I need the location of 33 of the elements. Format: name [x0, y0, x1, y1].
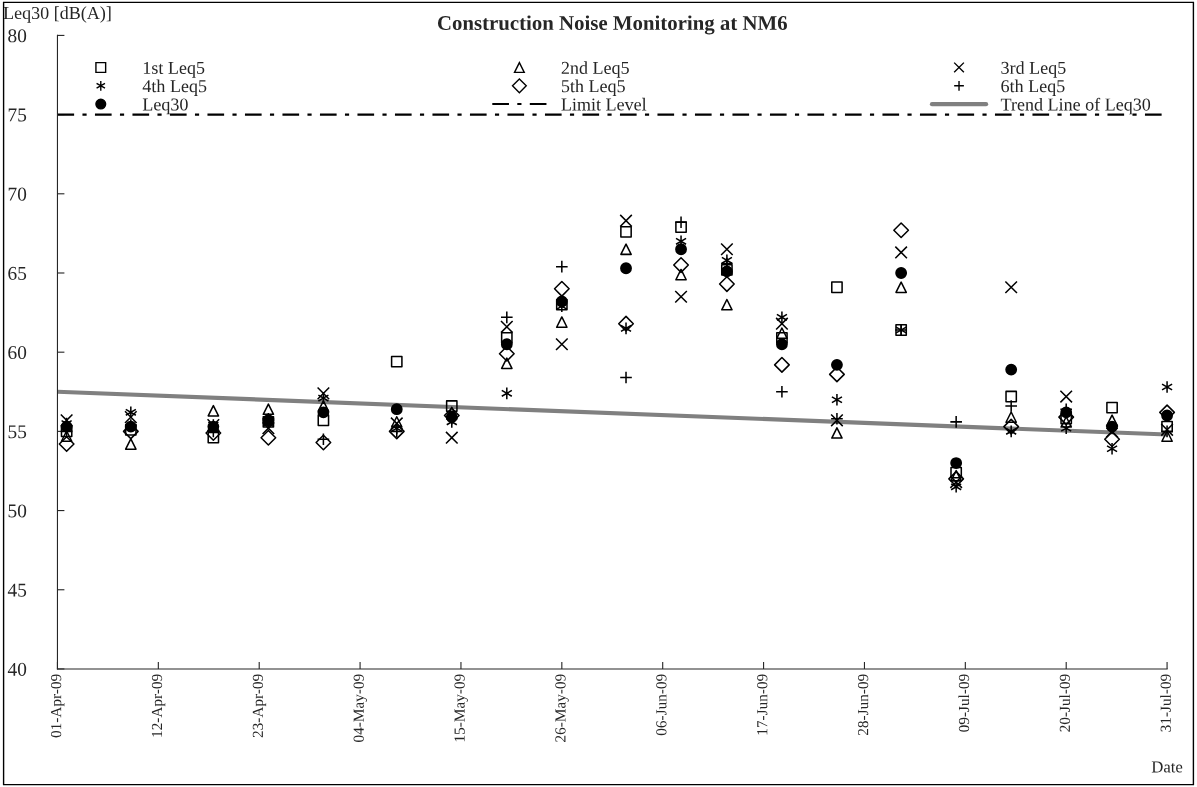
y-tick-label: 80	[8, 29, 27, 43]
x-tick-label: 26-May-09	[555, 674, 569, 742]
x-tick-label: 01-Apr-09	[50, 674, 65, 738]
legend-label: 3rd Leq5	[1001, 61, 1066, 78]
x-tick-label: 04-May-09	[353, 674, 368, 742]
x-tick-label: 23-Apr-09	[252, 674, 267, 738]
x-tick-label: 28-Jun-09	[857, 674, 869, 736]
x-tick-label: 09-Jul-09	[958, 674, 970, 732]
y-tick-label: 55	[8, 425, 27, 439]
legend-label: 6th Leq5	[1001, 79, 1065, 96]
legend-label: Leq30	[142, 98, 188, 115]
legend-label: 5th Leq5	[561, 79, 625, 96]
y-tick-label: 40	[7, 662, 27, 676]
y-tick-label: 75	[8, 108, 27, 122]
y-axis-title: Leq30 [dB(A)]	[3, 6, 111, 23]
y-tick-label: 50	[8, 504, 27, 518]
y-tick-label: 70	[8, 187, 27, 201]
y-tick-label: 45	[7, 583, 27, 597]
x-tick-label: 06-Jun-09	[656, 674, 667, 736]
legend-label: 4th Leq5	[142, 79, 207, 96]
legend-label: Trend Line of Leq30	[1000, 97, 1151, 115]
x-tick-label: 20-Jul-09	[1059, 674, 1071, 732]
ref-line-label: Limit Level	[561, 97, 647, 111]
legend-label: 1st Leq5	[143, 61, 205, 78]
x-tick-label: 31-Jul-09	[1160, 674, 1171, 732]
x-tick-label: 12-Apr-09	[151, 674, 166, 737]
legend-label: 2nd Leq5	[561, 61, 629, 78]
x-tick-label: 17-Jun-09	[757, 674, 768, 735]
y-tick-label: 65	[8, 266, 27, 280]
x-axis-title: Date	[1151, 761, 1183, 773]
chart-title: Construction Noise Monitoring at NM6	[437, 15, 787, 35]
x-tick-label: 15-May-09	[454, 674, 468, 742]
y-tick-label: 60	[8, 346, 27, 360]
